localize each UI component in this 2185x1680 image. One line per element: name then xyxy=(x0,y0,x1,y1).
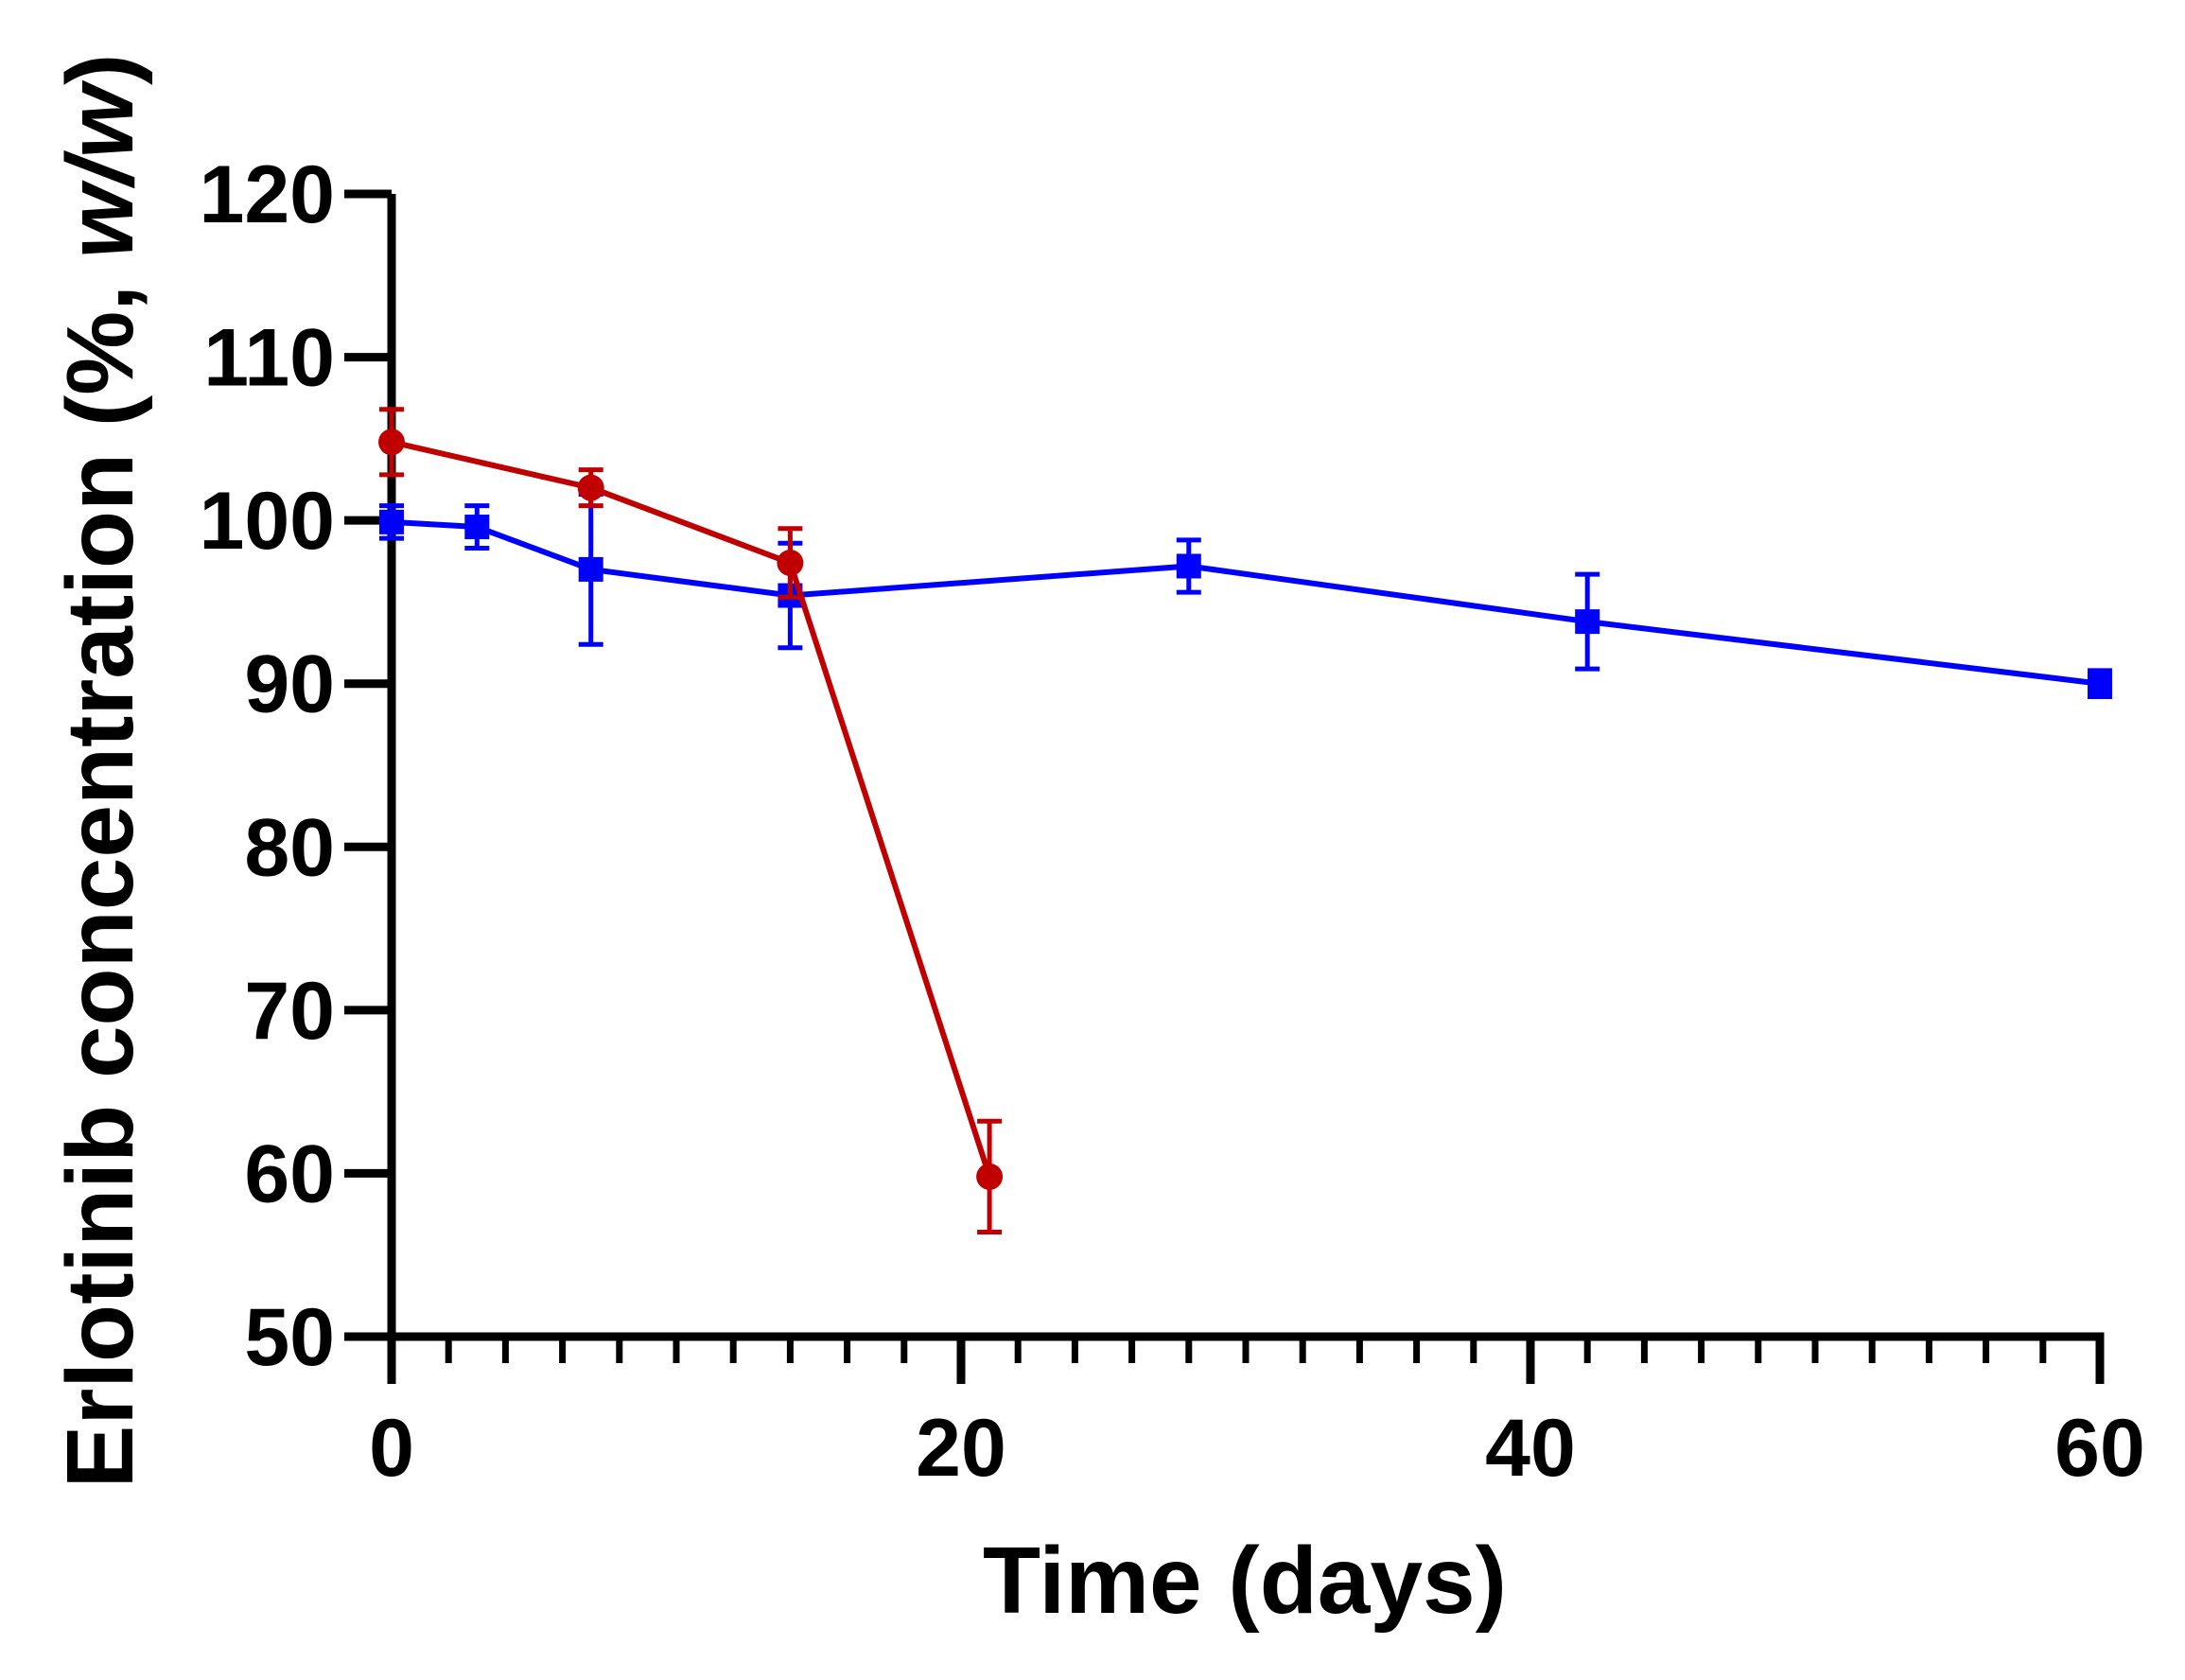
red-series-line xyxy=(391,439,992,1178)
blue-series-point xyxy=(1176,553,1201,579)
x-tick-label-0: 0 xyxy=(369,1403,414,1494)
axes: 50 60 70 80 90 100 110 120 0 20 40 60 xyxy=(200,149,2145,1494)
blue-series-line xyxy=(391,518,2101,687)
blue-series-point xyxy=(379,509,404,534)
y-tick-label-70: 70 xyxy=(244,966,335,1057)
blue-series xyxy=(379,492,2112,700)
red-series-point xyxy=(777,550,804,577)
y-tick-label-110: 110 xyxy=(203,313,335,404)
x-tick-label-20: 20 xyxy=(916,1403,1006,1494)
y-axis-title: Erlotinib concentration (%, w/w) xyxy=(47,54,153,1489)
y-tick-label-80: 80 xyxy=(244,802,335,893)
y-tick-label-60: 60 xyxy=(244,1129,335,1219)
x-tick-label-60: 60 xyxy=(2054,1403,2145,1494)
y-axis-title-main: Erlotinib concentration (%, xyxy=(47,258,153,1488)
x-axis-title: Time (days) xyxy=(983,1528,1507,1634)
y-tick-label-90: 90 xyxy=(244,639,335,730)
y-tick-label-100: 100 xyxy=(200,476,336,567)
y-axis-title-italic: w/w xyxy=(47,79,153,259)
red-series-point xyxy=(976,1163,1004,1190)
red-series xyxy=(378,407,1004,1235)
blue-series-point xyxy=(464,515,490,540)
blue-series-point xyxy=(1575,609,1600,635)
red-series-point xyxy=(378,429,405,456)
y-tick-label-120: 120 xyxy=(200,149,336,240)
y-axis-title-close: ) xyxy=(47,54,153,85)
y-tick-label-50: 50 xyxy=(244,1292,335,1383)
x-tick-label-40: 40 xyxy=(1485,1403,1576,1494)
blue-series-point xyxy=(2088,671,2112,696)
red-series-point xyxy=(577,474,604,501)
blue-series-point xyxy=(578,556,603,582)
plot-area xyxy=(378,407,2112,1235)
